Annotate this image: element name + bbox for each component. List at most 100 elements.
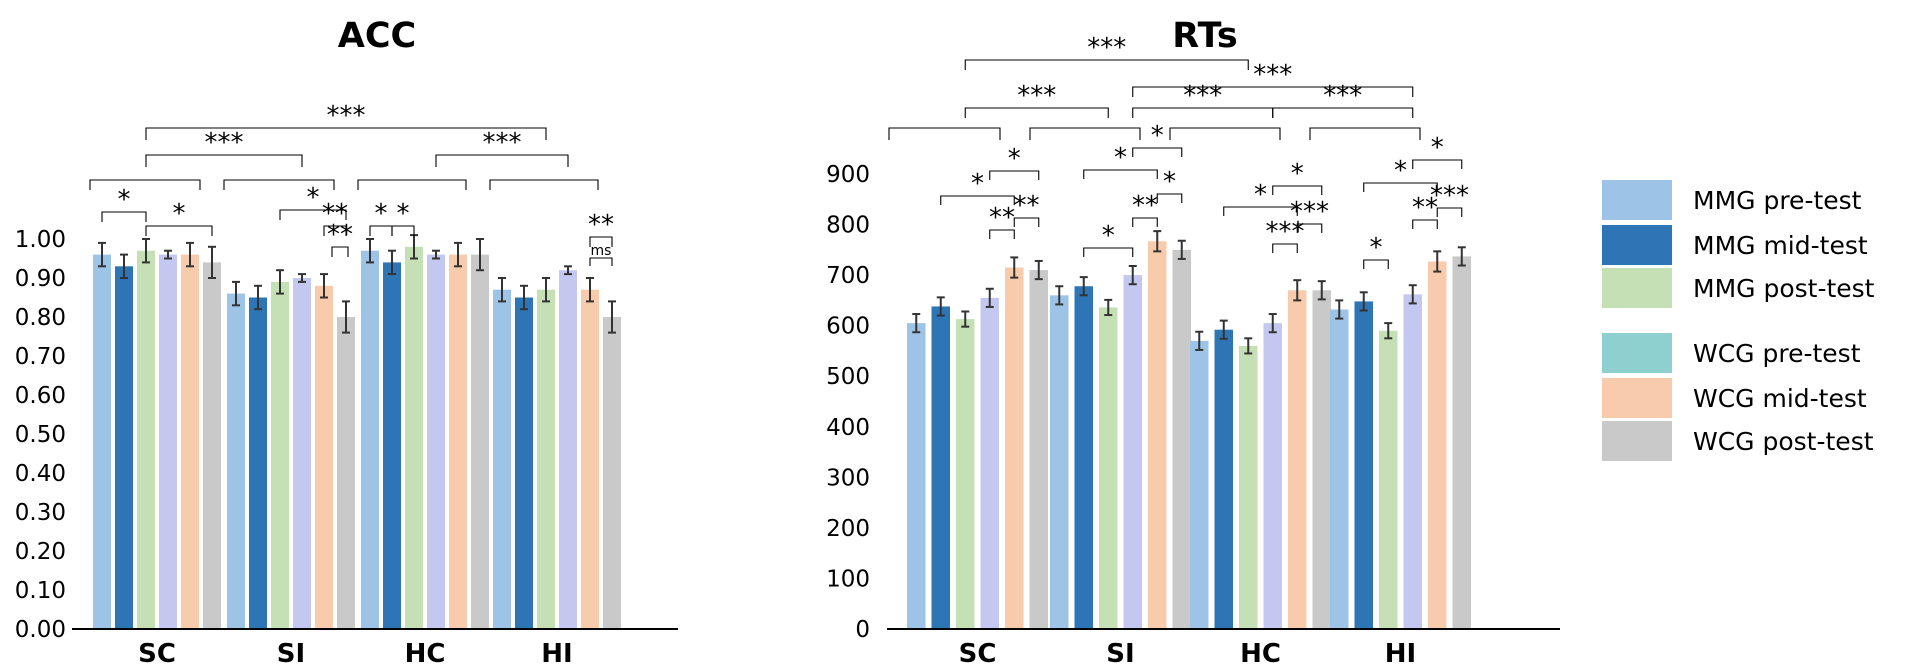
significance-label: * [971, 169, 984, 199]
legend-label: MMG post-test [1693, 274, 1875, 303]
significance-bracket [1083, 169, 1158, 179]
bar-HC-3 [427, 254, 445, 629]
significance-bracket [101, 211, 147, 222]
acc-bars [93, 234, 621, 630]
significance-label: * [118, 185, 131, 215]
significance-bracket [1272, 185, 1323, 195]
significance-label: * [1254, 180, 1267, 210]
y-tick-label: 0.70 [15, 344, 66, 370]
significance-bracket [1412, 219, 1438, 229]
legend-swatch [1602, 421, 1672, 461]
bar-SI-4 [1148, 241, 1167, 629]
legend-label: MMG pre-test [1693, 186, 1862, 215]
significance-bracket [1412, 159, 1463, 169]
acc-chart: ACC 0.00 0.10 0.20 0.30 0.40 0.50 0.60 0.70 0.80… [15, 16, 678, 669]
bar-SC-4 [181, 254, 199, 629]
significance-label: * [1431, 133, 1444, 163]
y-tick-label: 900 [826, 162, 870, 188]
significance-label: * [1370, 233, 1383, 263]
x-tick-label: HI [541, 639, 572, 669]
bar-HC-2 [405, 246, 423, 630]
significance-label: *** [1266, 217, 1305, 247]
bar-SC-1 [931, 306, 950, 629]
bar-HI-5 [603, 317, 621, 629]
group-bracket [888, 127, 1001, 140]
bar-HC-5 [1312, 290, 1331, 629]
significance-bracket [1272, 243, 1298, 253]
bar-HI-0 [1330, 309, 1349, 629]
significance-label: ** [989, 203, 1015, 233]
bar-SC-3 [980, 297, 999, 629]
significance-bracket [1132, 147, 1183, 157]
significance-label: * [1394, 156, 1407, 186]
legend-swatch [1602, 333, 1672, 373]
group-bracket [89, 179, 201, 190]
bar-HC-4 [1288, 290, 1307, 629]
y-tick-label: 1.00 [15, 227, 66, 253]
y-tick-label: 500 [826, 364, 870, 390]
group-bracket [1029, 127, 1141, 140]
significance-label: * [1114, 143, 1127, 173]
group-bracket [223, 179, 335, 190]
y-tick-label: 0.20 [15, 539, 66, 565]
acc-chart-title: ACC [338, 16, 416, 56]
bar-HI-2 [537, 289, 555, 629]
y-tick-label: 0 [855, 617, 870, 643]
significance-bracket [989, 170, 1040, 180]
significance-bracket [1363, 259, 1389, 269]
rt-y-axis: 0 100 200 300 400 500 600 700 800 900 [826, 162, 870, 643]
bar-SI-4 [315, 285, 333, 629]
significance-label: *** [1323, 81, 1362, 111]
significance-label: *** [1430, 181, 1469, 211]
bar-HC-3 [1263, 323, 1282, 629]
significance-bracket [145, 154, 303, 167]
legend-label: MMG mid-test [1693, 231, 1868, 260]
bar-HI-0 [493, 289, 511, 629]
bar-SC-5 [203, 262, 221, 629]
significance-bracket [145, 225, 213, 236]
bar-HI-4 [1428, 261, 1447, 629]
significance-bracket [964, 107, 1109, 118]
bar-SI-3 [293, 278, 311, 629]
significance-bracket [989, 229, 1015, 239]
y-tick-label: 400 [826, 415, 870, 441]
bar-SC-0 [907, 323, 926, 629]
significance-label: ms [591, 243, 612, 259]
bar-HC-2 [1239, 345, 1258, 629]
rt-chart: RTs 0 100 200 300 400 500 600 700 800 900 SC SI HC H… [826, 16, 1560, 669]
significance-bracket [1296, 223, 1323, 233]
x-tick-label: SI [277, 639, 305, 669]
bar-HC-1 [383, 262, 401, 629]
significance-bracket [391, 225, 415, 236]
significance-label: *** [1290, 197, 1329, 227]
y-tick-label: 300 [826, 465, 870, 491]
significance-bracket [279, 209, 347, 220]
significance-label: *** [483, 128, 522, 158]
bar-SI-0 [227, 293, 245, 629]
bar-SI-1 [249, 297, 267, 629]
significance-label: *** [1183, 81, 1222, 111]
significance-bracket [964, 59, 1249, 70]
bar-SI-3 [1123, 275, 1142, 629]
rt-x-axis: SC SI HC HI [959, 639, 1417, 669]
x-tick-label: SC [138, 639, 176, 669]
group-bracket [357, 179, 467, 190]
y-tick-label: 800 [826, 213, 870, 239]
group-bracket [1309, 127, 1421, 140]
bar-HI-2 [1379, 330, 1398, 629]
bar-HI-3 [1403, 294, 1422, 629]
y-tick-label: 700 [826, 263, 870, 289]
rt-significance-brackets: ******************************* *** ******… [888, 33, 1469, 269]
acc-significance-brackets: * ******* * **ms****** *** [89, 101, 614, 266]
significance-label: ** [327, 220, 353, 250]
significance-bracket [1083, 247, 1134, 257]
y-tick-label: 0.60 [15, 383, 66, 409]
legend-label: WCG post-test [1693, 427, 1874, 456]
y-tick-label: 0.30 [15, 500, 66, 526]
significance-bracket [1156, 193, 1183, 203]
bar-HI-3 [559, 270, 577, 629]
significance-label: * [1102, 221, 1115, 251]
significance-label: *** [1017, 81, 1056, 111]
significance-label: * [375, 199, 388, 229]
significance-bracket [435, 154, 569, 167]
